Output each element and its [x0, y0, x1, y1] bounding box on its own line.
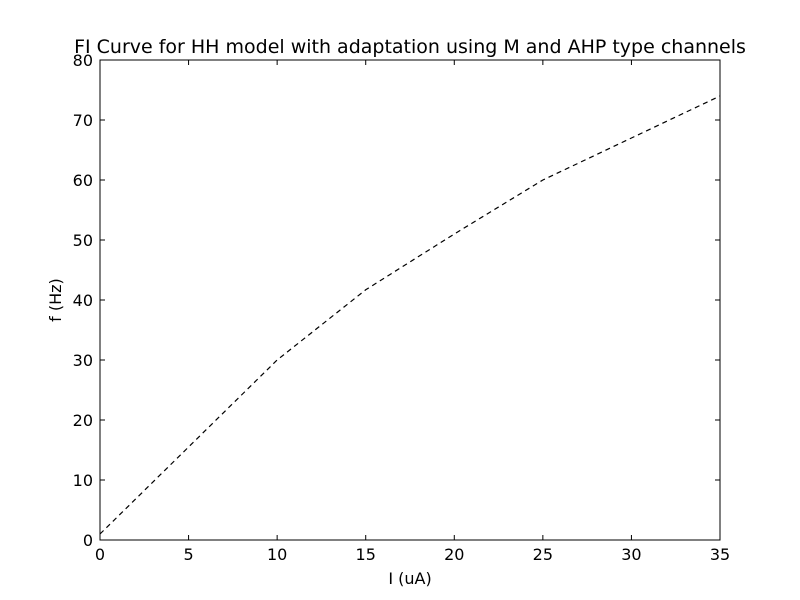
x-tick-label: 20	[444, 545, 464, 564]
x-tick-label: 15	[356, 545, 376, 564]
x-tick-label: 25	[533, 545, 553, 564]
y-tick-label: 80	[73, 51, 93, 70]
x-tick-label: 10	[267, 545, 287, 564]
x-axis-title: I (uA)	[388, 569, 431, 588]
x-tick-label: 30	[621, 545, 641, 564]
y-tick-label: 70	[73, 111, 93, 130]
y-tick-label: 40	[73, 291, 93, 310]
x-axis-ticks: 0 5 10 15 20 25 30 35	[95, 60, 730, 564]
y-axis-title: f (Hz)	[46, 278, 65, 322]
y-tick-label: 20	[73, 411, 93, 430]
y-tick-label: 10	[73, 471, 93, 490]
y-tick-label: 60	[73, 171, 93, 190]
y-tick-label: 50	[73, 231, 93, 250]
y-tick-label: 0	[83, 531, 93, 550]
y-axis-ticks: 0 10 20 30 40 50 60 70 80	[73, 51, 720, 550]
x-tick-label: 0	[95, 545, 105, 564]
series-line	[99, 95, 721, 535]
plot-area-frame	[99, 59, 721, 541]
series-layer	[99, 95, 721, 535]
chart-title: FI Curve for HH model with adaptation us…	[74, 36, 746, 58]
x-tick-label: 35	[710, 545, 730, 564]
y-tick-label: 30	[73, 351, 93, 370]
x-tick-label: 5	[183, 545, 193, 564]
